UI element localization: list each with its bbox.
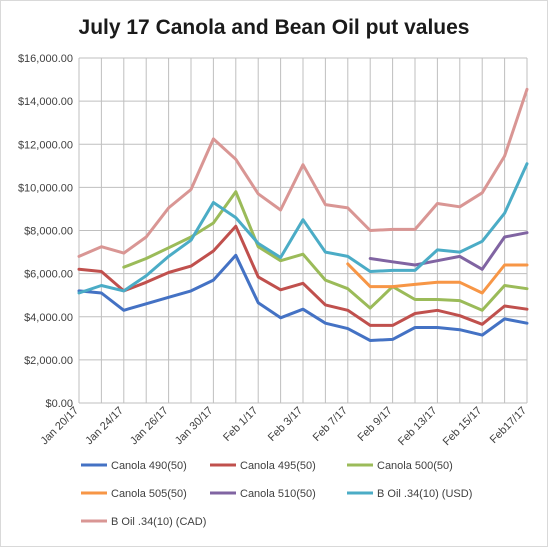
- series-line-5: [77, 162, 529, 295]
- y-tick-label: $14,000.00: [18, 96, 73, 108]
- series-line-1: [77, 224, 529, 327]
- y-tick-label: $10,000.00: [18, 182, 73, 194]
- series-line-3: [346, 262, 529, 295]
- y-tick-label: $8,000.00: [24, 226, 73, 238]
- y-tick-label: $16,000.00: [18, 53, 73, 65]
- x-tick-label: Jan 20/17: [38, 405, 81, 448]
- legend-item: Canola 500(50): [347, 460, 453, 472]
- legend-label: B Oil .34(10) (CAD): [111, 516, 206, 528]
- legend-label: Canola 495(50): [240, 460, 316, 472]
- legend-label: Canola 505(50): [111, 488, 187, 500]
- y-tick-label: $12,000.00: [18, 139, 73, 151]
- y-axis-ticks: $0.00 $2,000.00 $4,000.00 $6,000.00 $8,000.0…: [18, 53, 73, 410]
- x-tick-label: Feb 13/17: [396, 405, 440, 449]
- x-tick-label: Feb17/17: [488, 405, 529, 446]
- y-tick-label: $0.00: [45, 398, 73, 410]
- legend-item: Canola 490(50): [81, 460, 187, 472]
- x-tick-label: Feb 15/17: [441, 405, 485, 449]
- legend-item: Canola 505(50): [81, 488, 187, 500]
- legend-label: Canola 490(50): [111, 460, 187, 472]
- series-line-2: [122, 190, 529, 312]
- legend-label: B Oil .34(10) (USD): [377, 488, 472, 500]
- x-tick-label: Jan 26/17: [128, 405, 171, 448]
- series-line-6: [77, 87, 529, 258]
- legend-item: B Oil .34(10) (CAD): [81, 516, 206, 528]
- legend-label: Canola 500(50): [377, 460, 453, 472]
- legend-item: Canola 510(50): [210, 488, 316, 500]
- series-lines: [77, 87, 529, 342]
- legend-label: Canola 510(50): [240, 488, 316, 500]
- legend-item: B Oil .34(10) (USD): [347, 488, 472, 500]
- x-tick-label: Jan 30/17: [173, 405, 216, 448]
- x-axis-ticks: Jan 20/17 Jan 24/17 Jan 26/17 Jan 30/17 Feb …: [38, 405, 529, 449]
- legend: Canola 490(50) Canola 495(50) Canola 500(5…: [81, 460, 472, 528]
- legend-item: Canola 495(50): [210, 460, 316, 472]
- x-tick-label: Feb 7/17: [311, 405, 350, 444]
- y-tick-label: $2,000.00: [24, 355, 73, 367]
- x-tick-label: Feb 3/17: [266, 405, 305, 444]
- grid: [78, 57, 528, 404]
- y-tick-label: $4,000.00: [24, 312, 73, 324]
- chart-title: July 17 Canola and Bean Oil put values: [79, 16, 470, 39]
- series-line-4: [368, 231, 529, 271]
- x-tick-label: Jan 24/17: [83, 405, 126, 448]
- series-line-0: [77, 253, 529, 342]
- x-tick-label: Feb 9/17: [356, 405, 395, 444]
- x-tick-label: Feb 1/17: [221, 405, 260, 444]
- y-tick-label: $6,000.00: [24, 269, 73, 281]
